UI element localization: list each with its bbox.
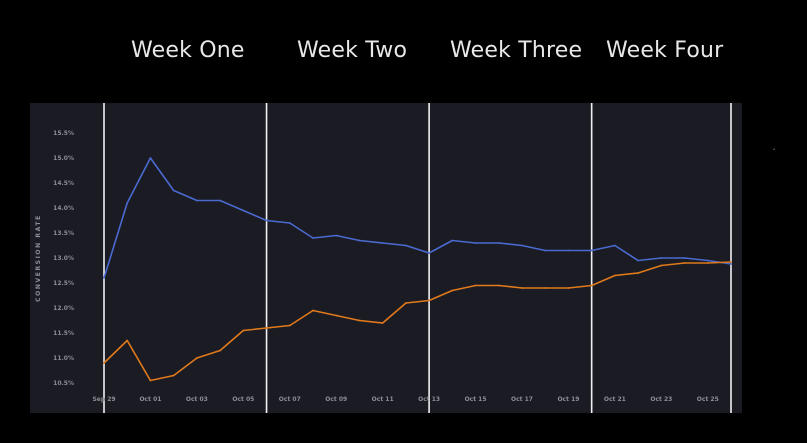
data-point	[149, 379, 152, 382]
x-tick-label: Oct 17	[511, 396, 533, 403]
y-tick-label: 13.5%	[53, 230, 74, 237]
y-tick-label: 12.0%	[53, 305, 74, 312]
x-tick-label: Sep 29	[92, 396, 115, 403]
data-point	[195, 357, 198, 359]
data-point	[172, 189, 175, 192]
data-point	[474, 284, 477, 287]
data-point	[706, 259, 709, 262]
x-tick-label: Oct 21	[604, 396, 626, 403]
week-two-label: Week Two	[297, 38, 408, 63]
y-tick-label: 14.5%	[53, 180, 74, 187]
data-point	[567, 249, 570, 252]
data-point	[683, 262, 686, 264]
y-axis-label: CONVERSION RATE	[35, 214, 42, 302]
week-one-label: Week One	[131, 38, 245, 63]
x-tick-label: Oct 11	[372, 396, 394, 403]
data-point	[451, 239, 454, 242]
week-four-label: Week Four	[606, 38, 724, 63]
data-point	[358, 239, 361, 242]
x-tick-label: Oct 23	[650, 396, 672, 403]
y-tick-label: 10.5%	[53, 380, 74, 387]
data-point	[404, 244, 407, 247]
data-point	[265, 219, 268, 222]
x-tick-label: Oct 13	[418, 396, 440, 403]
data-point	[474, 242, 477, 244]
data-point	[265, 327, 268, 329]
data-point	[613, 274, 616, 277]
x-tick-label: Oct 25	[697, 396, 719, 403]
y-tick-label: 14.0%	[53, 205, 74, 212]
data-point	[567, 287, 570, 289]
data-point	[590, 249, 593, 252]
data-point	[544, 287, 547, 289]
data-point	[126, 202, 129, 204]
data-point	[637, 272, 640, 274]
y-tick-label: 11.5%	[53, 330, 74, 337]
data-point	[381, 242, 384, 244]
data-point	[103, 362, 105, 364]
data-point	[497, 284, 500, 287]
data-point	[544, 249, 547, 252]
data-point	[590, 284, 593, 287]
data-point	[381, 322, 384, 324]
stray-mark: ´	[773, 148, 776, 157]
data-point	[288, 324, 291, 327]
data-point	[103, 277, 105, 279]
y-tick-label: 11.0%	[53, 355, 74, 362]
x-tick-label: Oct 07	[279, 396, 301, 403]
y-tick-label: 15.0%	[53, 155, 74, 162]
data-point	[451, 289, 454, 292]
data-point	[242, 329, 245, 332]
x-tick-label: Oct 01	[139, 396, 161, 403]
data-point	[660, 257, 663, 259]
data-point	[149, 157, 152, 159]
x-tick-label: Oct 09	[325, 396, 347, 403]
y-tick-label: 15.5%	[53, 130, 74, 137]
data-point	[335, 314, 338, 317]
data-point	[613, 244, 616, 247]
data-point	[730, 263, 732, 265]
data-point	[242, 209, 245, 212]
data-point	[428, 252, 431, 254]
data-point	[219, 349, 222, 352]
y-tick-label: 13.0%	[53, 255, 74, 262]
data-point	[428, 299, 431, 302]
data-point	[521, 287, 523, 289]
data-point	[683, 257, 686, 259]
data-point	[126, 339, 129, 342]
data-point	[730, 261, 732, 263]
data-point	[497, 242, 500, 244]
data-point	[335, 234, 338, 237]
x-tick-label: Oct 19	[557, 396, 579, 403]
x-tick-label: Oct 15	[465, 396, 487, 403]
plot-background	[30, 103, 742, 413]
series-line-blue	[103, 157, 732, 279]
week-three-label: Week Three	[450, 38, 583, 63]
data-point	[521, 244, 523, 247]
data-point	[288, 222, 291, 224]
series-line-orange	[103, 261, 732, 382]
data-point	[195, 199, 198, 202]
data-point	[706, 262, 709, 264]
data-point	[404, 302, 407, 304]
data-point	[312, 309, 314, 312]
x-tick-label: Oct 03	[186, 396, 208, 403]
data-point	[358, 319, 361, 322]
data-point	[172, 374, 175, 377]
x-tick-label: Oct 05	[232, 396, 254, 403]
data-point	[312, 237, 314, 239]
data-point	[637, 259, 640, 262]
y-tick-label: 12.5%	[53, 280, 74, 287]
data-point	[660, 264, 663, 267]
data-point	[219, 199, 222, 202]
